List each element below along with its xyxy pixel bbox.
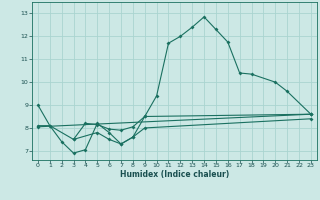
X-axis label: Humidex (Indice chaleur): Humidex (Indice chaleur) bbox=[120, 170, 229, 179]
